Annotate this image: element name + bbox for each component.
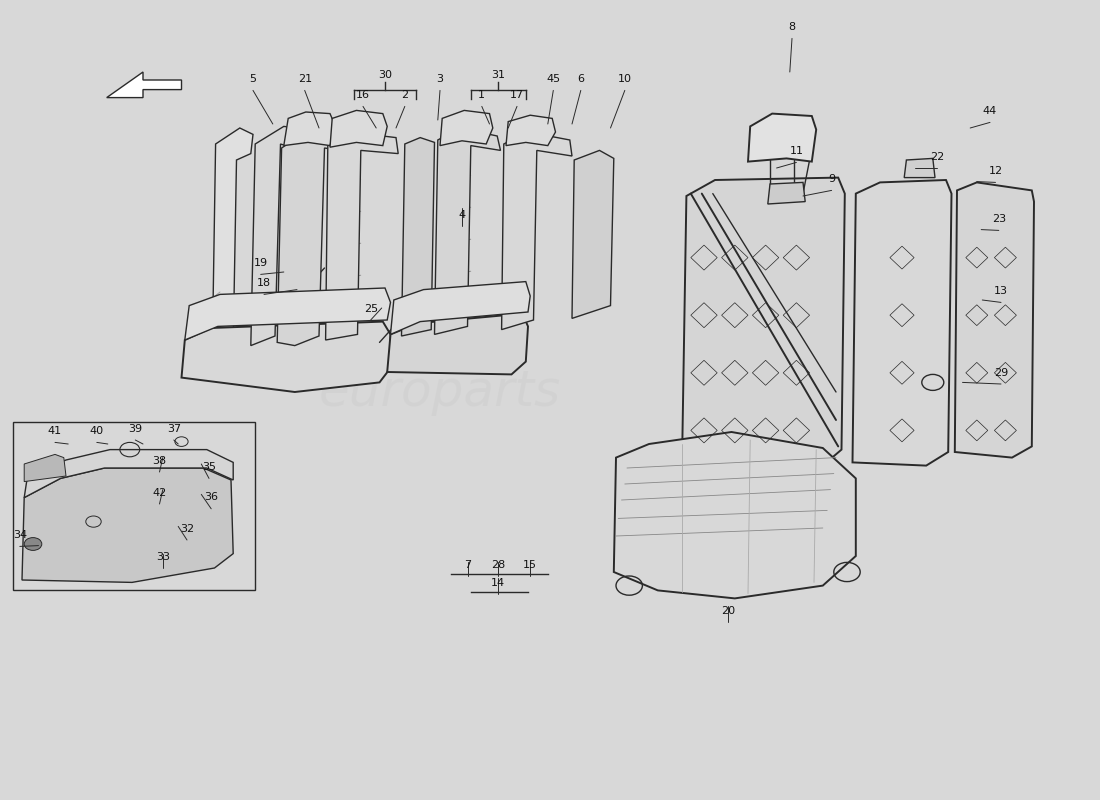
Polygon shape xyxy=(326,132,398,340)
Polygon shape xyxy=(768,182,805,204)
Text: 23: 23 xyxy=(992,214,1005,224)
Text: 37: 37 xyxy=(167,424,180,434)
Polygon shape xyxy=(212,128,253,352)
Polygon shape xyxy=(614,432,856,598)
FancyBboxPatch shape xyxy=(13,422,255,590)
Polygon shape xyxy=(284,112,336,146)
Text: 21: 21 xyxy=(298,74,311,84)
Text: 31: 31 xyxy=(492,70,505,80)
Polygon shape xyxy=(251,126,308,346)
Polygon shape xyxy=(387,314,528,374)
Text: 14: 14 xyxy=(492,578,505,588)
Text: 4: 4 xyxy=(459,210,465,220)
Polygon shape xyxy=(22,468,233,582)
Text: 34: 34 xyxy=(13,530,26,540)
Text: 1: 1 xyxy=(478,90,485,100)
Text: 8: 8 xyxy=(789,22,795,32)
Text: 45: 45 xyxy=(547,74,560,84)
Polygon shape xyxy=(748,114,816,162)
Text: 35: 35 xyxy=(202,462,216,472)
Text: 38: 38 xyxy=(153,456,166,466)
Text: 30: 30 xyxy=(378,70,392,80)
Polygon shape xyxy=(24,450,233,498)
Text: 36: 36 xyxy=(205,492,218,502)
Polygon shape xyxy=(24,454,66,482)
Text: 15: 15 xyxy=(524,560,537,570)
Text: europarts: europarts xyxy=(319,368,561,416)
Text: 9: 9 xyxy=(828,174,835,184)
Text: 11: 11 xyxy=(790,146,803,156)
Polygon shape xyxy=(572,150,614,318)
Polygon shape xyxy=(904,158,935,178)
Text: 39: 39 xyxy=(129,424,142,434)
Text: 19: 19 xyxy=(254,258,267,268)
Text: 10: 10 xyxy=(618,74,631,84)
Text: 32: 32 xyxy=(180,523,194,534)
Text: 6: 6 xyxy=(578,74,584,84)
Text: 22: 22 xyxy=(931,151,944,162)
Polygon shape xyxy=(107,72,182,98)
Polygon shape xyxy=(402,138,434,336)
Text: 2: 2 xyxy=(402,90,408,100)
Text: 28: 28 xyxy=(492,560,505,570)
Polygon shape xyxy=(182,322,390,392)
Text: 29: 29 xyxy=(994,367,1008,378)
Text: 7: 7 xyxy=(464,560,471,570)
Text: 3: 3 xyxy=(437,74,443,84)
Polygon shape xyxy=(440,110,493,146)
Polygon shape xyxy=(390,282,530,334)
Circle shape xyxy=(24,538,42,550)
Polygon shape xyxy=(502,132,572,330)
Text: 25: 25 xyxy=(364,304,377,314)
Text: 13: 13 xyxy=(994,286,1008,296)
Text: 33: 33 xyxy=(156,552,169,562)
Polygon shape xyxy=(506,115,556,146)
Polygon shape xyxy=(277,132,352,346)
Text: 20: 20 xyxy=(722,606,735,616)
Polygon shape xyxy=(682,178,845,466)
Polygon shape xyxy=(185,288,390,340)
Text: 16: 16 xyxy=(356,90,370,100)
Polygon shape xyxy=(955,182,1034,458)
Text: 5: 5 xyxy=(250,74,256,84)
Polygon shape xyxy=(434,128,500,334)
Text: 40: 40 xyxy=(90,426,103,436)
Text: 41: 41 xyxy=(48,426,62,436)
Text: 17: 17 xyxy=(510,90,524,100)
Text: 12: 12 xyxy=(989,166,1002,176)
Polygon shape xyxy=(852,180,952,466)
Text: 18: 18 xyxy=(257,278,271,288)
Polygon shape xyxy=(330,110,387,147)
Text: 44: 44 xyxy=(983,106,997,116)
Text: 42: 42 xyxy=(153,488,166,498)
